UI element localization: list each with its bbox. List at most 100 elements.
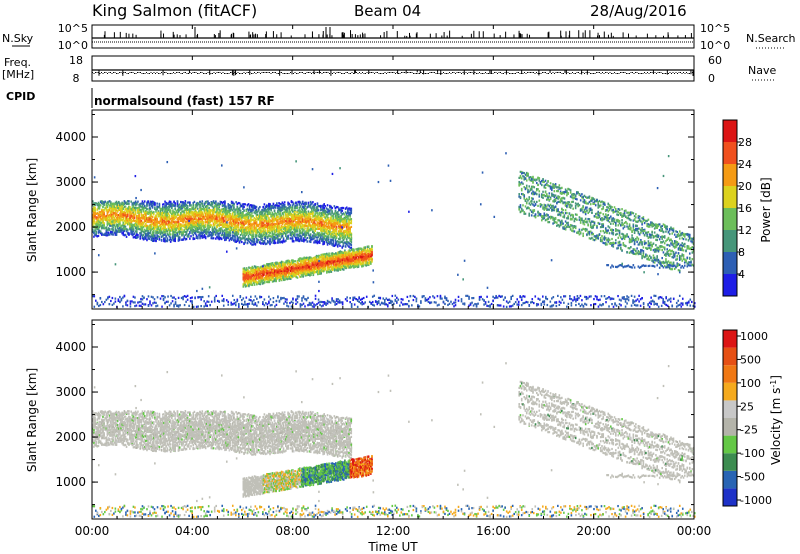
echo-cell: [228, 215, 231, 218]
nave-dot: [329, 73, 330, 74]
echo-cell: [292, 224, 295, 228]
echo-cell: [180, 215, 182, 218]
nave-dot: [149, 73, 150, 74]
echo-cell: [111, 223, 113, 226]
echo-cell: [211, 214, 214, 217]
echo-cell: [271, 214, 274, 217]
nave-dot: [104, 72, 105, 73]
echo-cell: [203, 228, 206, 231]
echo-cell: [260, 217, 262, 220]
echo-cell: [270, 223, 272, 226]
echo-cell: [227, 204, 230, 207]
echo-cell: [200, 212, 202, 215]
echo-cell: [160, 222, 163, 225]
nave-dot: [227, 73, 228, 74]
echo-cell: [237, 228, 240, 231]
echo-cell: [253, 223, 256, 226]
echo-cell: [141, 234, 144, 237]
echo-cell: [227, 236, 230, 240]
nave-dot: [609, 72, 611, 73]
echo-cell: [244, 241, 246, 244]
echo-cell: [106, 204, 109, 207]
echo-cell: [182, 213, 184, 216]
echo-cell: [95, 230, 97, 233]
echo-cell: [173, 201, 175, 204]
echo-cell: [128, 233, 130, 236]
echo-cell: [122, 211, 125, 214]
echo-cell: [122, 215, 125, 219]
echo-cell: [174, 235, 176, 238]
echo-cell: [160, 225, 163, 228]
echo-cell: [178, 238, 181, 241]
echo-cell: [160, 231, 163, 234]
echo-cell: [167, 202, 170, 205]
echo-cell: [229, 230, 232, 233]
echo-cell: [222, 236, 225, 239]
echo-cell: [234, 235, 236, 238]
nave-dot: [560, 72, 561, 73]
echo-cell: [257, 214, 260, 218]
echo-cell: [152, 201, 155, 204]
echo-cell: [130, 221, 132, 224]
echo-cell: [275, 230, 278, 233]
nave-dot: [128, 73, 129, 74]
echo-cell: [140, 233, 143, 237]
echo-cell: [287, 237, 289, 240]
echo-cell: [116, 220, 119, 223]
echo-cell: [176, 225, 179, 228]
echo-cell: [117, 229, 120, 232]
echo-cell: [215, 215, 217, 219]
echo-cell: [245, 231, 248, 234]
nave-dot: [584, 73, 585, 74]
echo-cell: [123, 205, 126, 208]
echo-cell: [224, 232, 226, 235]
echo-cell: [187, 222, 190, 225]
echo-cell: [298, 200, 301, 203]
echo-cell: [103, 222, 105, 225]
echo-cell: [252, 230, 254, 233]
echo-cell: [186, 201, 189, 204]
echo-cell: [256, 224, 259, 228]
echo-cell: [294, 223, 296, 226]
echo-cell: [115, 233, 118, 236]
echo-cell: [163, 239, 165, 243]
echo-cell: [128, 232, 130, 235]
echo-cell: [126, 223, 129, 226]
echo-cell: [182, 238, 184, 241]
echo-cell: [132, 207, 135, 210]
echo-cell: [180, 212, 182, 215]
nave-dot: [152, 73, 153, 74]
echo-cell: [166, 219, 169, 222]
echo-cell: [201, 211, 204, 214]
echo-cell: [239, 227, 242, 231]
echo-cell: [259, 227, 261, 230]
echo-cell: [99, 200, 102, 204]
echo-cell: [168, 235, 171, 238]
echo-cell: [260, 220, 262, 223]
echo-cell: [196, 212, 199, 215]
echo-cell: [117, 208, 120, 212]
nave-dot: [221, 73, 222, 74]
echo-cell: [139, 235, 142, 238]
echo-cell: [190, 229, 192, 232]
echo-cell: [149, 217, 152, 220]
nave-dot: [504, 72, 506, 73]
nave-dot: [648, 73, 650, 74]
echo-cell: [297, 213, 300, 216]
echo-cell: [200, 231, 202, 234]
echo-cell: [201, 200, 204, 203]
echo-cell: [101, 221, 103, 224]
echo-cell: [149, 229, 152, 232]
echo-cell: [247, 221, 250, 224]
echo-cell: [233, 234, 235, 237]
echo-cell: [165, 239, 167, 243]
echo-cell: [115, 209, 118, 212]
nave-dot: [408, 72, 410, 73]
echo-cell: [277, 206, 279, 209]
echo-cell: [221, 225, 224, 228]
echo-cell: [181, 228, 183, 231]
echo-cell: [216, 231, 218, 234]
echo-cell: [266, 204, 269, 207]
echo-cell: [268, 202, 270, 206]
echo-cell: [176, 218, 179, 221]
